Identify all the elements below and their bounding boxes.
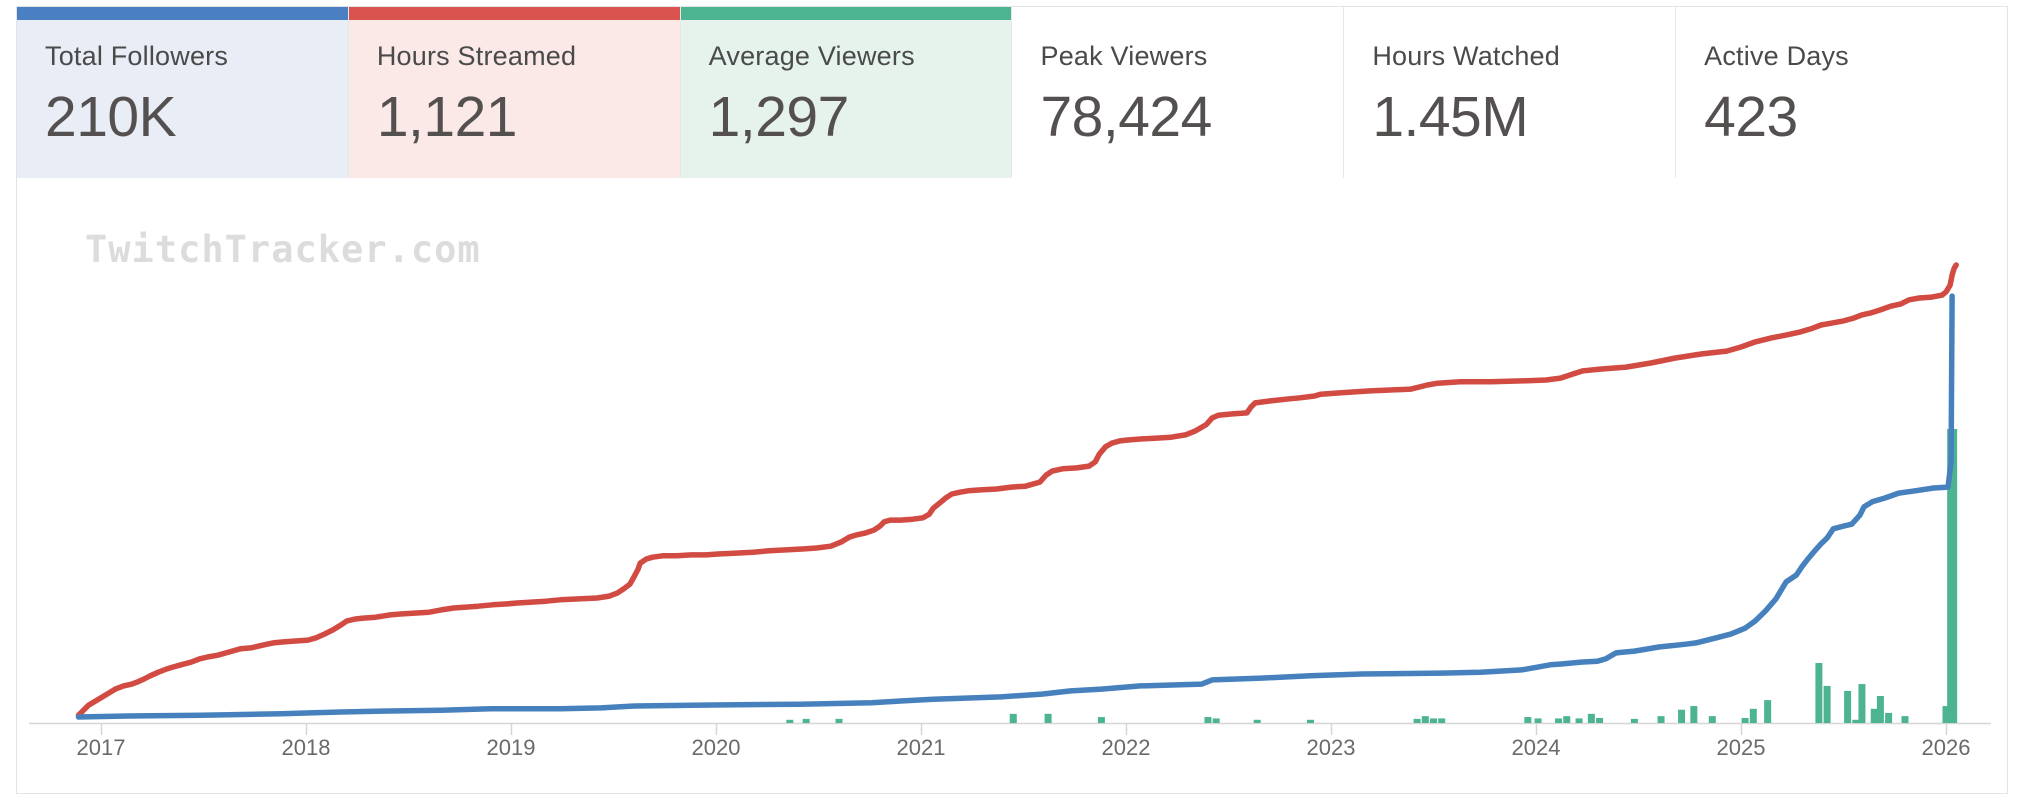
x-axis-label-2023: 2023 [1307,735,1356,760]
stat-card-label: Total Followers [45,41,229,71]
stat-card-value: 78,424 [1040,85,1212,149]
stat-card-hours-watched: Hours Watched 1.45M [1344,7,1677,178]
viewers-bar [1413,718,1421,723]
stat-card-value: 1,297 [708,85,850,149]
viewers-bar [1044,713,1052,723]
stat-card-average-viewers: Average Viewers 1,297 [680,7,1013,178]
x-axis-label-2024: 2024 [1512,735,1561,760]
viewers-bar [1657,716,1665,723]
viewers-bar [802,718,810,723]
stat-card-active-days: Active Days 423 [1676,7,2007,178]
viewers-bar [786,719,794,723]
chart-canvas[interactable]: 2017 2018 2019 2020 2021 2022 2023 2024 2025 2026 [17,178,2007,793]
accent-bar [17,7,348,20]
viewers-bar [1430,718,1437,723]
viewers-bar [1708,716,1716,723]
viewers-bar [1690,706,1698,723]
accent-bar [348,7,680,20]
viewers-bar [1212,718,1220,723]
accent-bar [680,7,1012,20]
stat-card-value: 210K [45,85,177,149]
followers-line [75,293,1955,720]
stat-card-value: 423 [1704,85,1798,149]
viewers-bar [1741,717,1749,723]
stat-card-value: 1.45M [1372,85,1529,149]
viewers-bar [835,718,843,723]
stat-card-peak-viewers: Peak Viewers 78,424 [1012,7,1345,178]
viewers-bar [1749,708,1757,723]
x-axis-label-2022: 2022 [1102,735,1151,760]
viewers-bar [1575,718,1583,723]
viewers-bar [1901,716,1909,723]
viewers-bar [1009,713,1017,723]
watermark: TwitchTracker.com [85,228,481,271]
viewers-bar [1421,716,1429,723]
stats-row: Total Followers 210K Hours Streamed 1,121 Av… [17,7,2007,179]
viewers-bar [1870,708,1878,723]
x-axis-label-2019: 2019 [487,735,536,760]
viewers-bar [1555,718,1563,723]
viewers-bar [1947,428,1958,723]
viewers-bar [1630,718,1638,723]
viewers-bar [1852,719,1860,723]
hours-streamed-line [75,262,1959,718]
viewers-bar [1764,700,1772,723]
stats-panel: Total Followers 210K Hours Streamed 1,121 Av… [16,6,2008,794]
viewers-bar [1524,717,1532,723]
stat-card-label: Hours Streamed [376,41,577,71]
viewers-bar [1438,718,1446,723]
stat-card-hours-streamed: Hours Streamed 1,121 [348,7,681,178]
x-axis-label-2018: 2018 [282,735,331,760]
x-axis-label-2025: 2025 [1717,735,1766,760]
viewers-bar [1307,719,1314,723]
viewers-bar [1844,690,1852,723]
x-axis-label-2020: 2020 [692,735,741,760]
viewers-bar [1534,718,1542,723]
stat-card-label: Average Viewers [708,41,915,71]
stat-card-label: Peak Viewers [1040,41,1208,71]
viewers-bar [1823,685,1831,723]
viewers-bar [1942,706,1950,723]
viewers-bar [1885,712,1893,723]
x-axis-label-2026: 2026 [1922,735,1971,760]
x-axis-label-2017: 2017 [77,735,126,760]
stat-card-label: Hours Watched [1372,41,1560,71]
viewers-bar [1678,709,1686,723]
stat-card-label: Active Days [1704,41,1849,71]
viewers-bar [1876,695,1884,723]
viewers-bar [1815,663,1823,723]
stat-card-value: 1,121 [376,85,518,149]
chart-panel: TwitchTracker.com 2017 2018 2019 2020 2021 20… [17,178,2007,793]
viewers-bar [1587,713,1595,723]
viewers-bar [1596,717,1604,723]
viewers-bar [1097,717,1105,723]
x-axis-label-2021: 2021 [897,735,946,760]
viewers-bar [1253,719,1261,723]
stat-card-total-followers: Total Followers 210K [17,7,349,178]
viewers-bar [1563,716,1571,723]
viewers-bar [1858,684,1866,723]
viewers-bar [1204,717,1212,723]
